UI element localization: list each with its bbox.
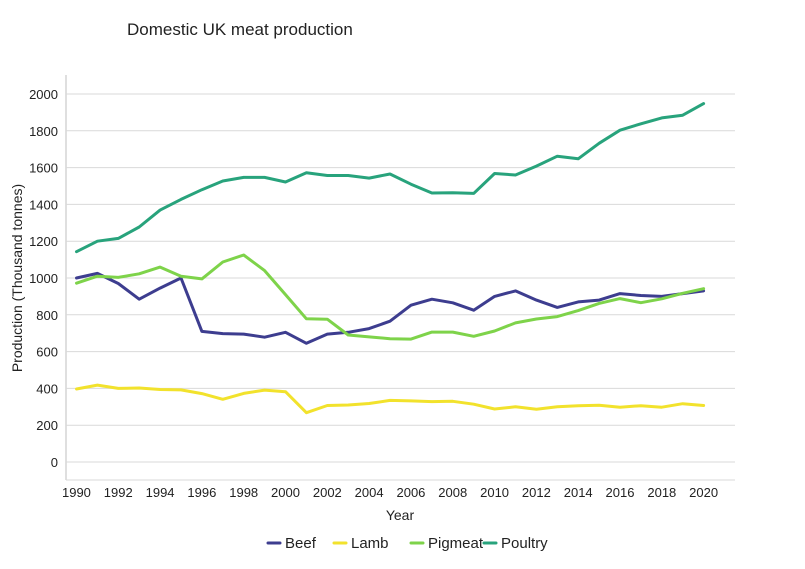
y-tick-label: 400 [36,381,58,396]
x-tick-label: 1998 [229,485,258,500]
legend-label-pigmeat: Pigmeat [428,535,484,552]
legend-label-beef: Beef [285,535,317,552]
x-tick-label: 1996 [187,485,216,500]
series-line-poultry [75,102,706,254]
series-line-lamb [75,383,706,415]
y-tick-label: 800 [36,308,58,323]
y-tick-label: 1200 [29,234,58,249]
series-line-beef [75,271,706,345]
x-axis-ticks: 1990 1992 1994 1996 1998 2000 2002 2004 2006 2008… [62,485,718,500]
x-tick-label: 2008 [438,485,467,500]
y-tick-label: 1600 [29,161,58,176]
chart-title: Domestic UK meat production [127,20,353,39]
gridlines [65,75,735,481]
x-tick-label: 2002 [313,485,342,500]
x-tick-label: 2016 [606,485,635,500]
x-tick-label: 1990 [62,485,91,500]
x-tick-label: 2004 [355,485,384,500]
x-tick-label: 2006 [396,485,425,500]
x-axis-title: Year [386,507,415,523]
x-tick-label: 1992 [104,485,133,500]
x-tick-label: 1994 [146,485,175,500]
x-tick-label: 2014 [564,485,593,500]
x-tick-label: 2010 [480,485,509,500]
x-tick-label: 2012 [522,485,551,500]
legend-label-lamb: Lamb [351,535,389,552]
y-tick-label: 0 [51,455,58,470]
y-tick-label: 1000 [29,271,58,286]
y-tick-label: 2000 [29,87,58,102]
legend: Beef Lamb Pigmeat Poultry [266,535,548,552]
y-tick-label: 1800 [29,124,58,139]
x-tick-label: 2000 [271,485,300,500]
y-axis-ticks: 0 200 400 600 800 1000 1200 1400 1600 1800 2000 [29,87,58,470]
y-tick-label: 1400 [29,197,58,212]
series-line-pigmeat [75,253,706,341]
y-tick-label: 600 [36,345,58,360]
y-tick-label: 200 [36,418,58,433]
series-lines [75,102,706,415]
x-tick-label: 2018 [647,485,676,500]
y-axis-title: Production (Thousand tonnes) [9,184,25,372]
x-tick-label: 2020 [689,485,718,500]
legend-label-poultry: Poultry [501,535,548,552]
